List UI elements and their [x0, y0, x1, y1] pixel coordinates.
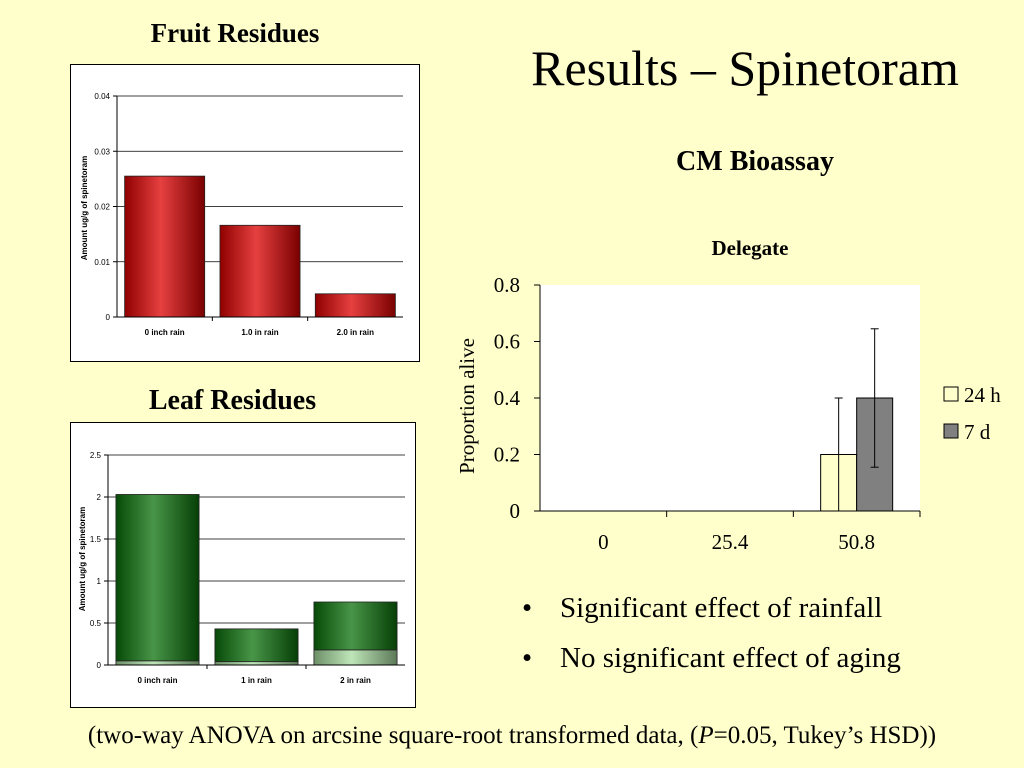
bioassay-y-tick-label: 0.6: [494, 330, 520, 354]
fruit-bar: [219, 224, 301, 318]
footnote: (two-way ANOVA on arcsine square-root tr…: [0, 722, 1024, 750]
footnote-text-start: (two-way ANOVA on arcsine square-root tr…: [87, 722, 699, 749]
footnote-p-symbol: P: [698, 722, 714, 749]
bioassay-y-axis-label: Proportion alive: [455, 338, 479, 474]
cm-bioassay-title: CM Bioassay: [676, 146, 834, 177]
bioassay-x-tick-label: 50.8: [838, 530, 875, 554]
fruit-y-tick-label: 0.02: [94, 203, 110, 212]
bullet-item: No significant effect of aging: [520, 638, 1000, 688]
leaf-bar-segment: [214, 661, 299, 666]
fruit-y-tick-label: 0.01: [94, 258, 110, 267]
chart-title-delegate: Delegate: [712, 236, 789, 260]
leaf-residues-chart: 0 0.5 1 1.5 2 2.5 0 inch rain 1 in rain 2 in rai…: [78, 451, 405, 685]
bullet-item: Significant effect of rainfall: [520, 588, 1000, 638]
leaf-y-tick-label: 1.5: [90, 535, 102, 544]
bioassay-y-tick-label: 0.4: [494, 386, 521, 410]
leaf-bar-segment: [313, 649, 398, 666]
bioassay-x-tick-label: 25.4: [712, 530, 749, 554]
fruit-bar: [314, 293, 396, 318]
legend-swatch-24h: [943, 386, 959, 402]
fruit-bar: [124, 175, 206, 318]
fruit-y-tick-label: 0: [106, 313, 111, 322]
footnote-text-end: =0.05, Tukey’s HSD)): [713, 722, 937, 749]
legend: 24 h 7 d: [943, 383, 1001, 444]
bioassay-x-tick-label: 0: [598, 530, 609, 554]
leaf-y-tick-label: 1: [97, 577, 102, 586]
fruit-residues-title: Fruit Residues: [150, 18, 320, 48]
leaf-y-axis-label: Amount ug/g of spinetoram: [78, 507, 87, 611]
leaf-bar-segment: [214, 628, 299, 663]
leaf-bar-segment: [115, 660, 200, 666]
legend-swatch-7d: [943, 423, 959, 439]
leaf-y-tick-label: 0.5: [90, 619, 102, 628]
leaf-x-tick-label: 0 inch rain: [137, 676, 177, 685]
bullet-list: Significant effect of rainfall No signif…: [520, 588, 1000, 688]
leaf-x-tick-label: 2 in rain: [340, 676, 371, 685]
fruit-x-tick-label: 1.0 in rain: [241, 328, 278, 337]
slide-title: Results – Spinetoram: [531, 40, 959, 96]
leaf-y-tick-label: 0: [97, 661, 102, 670]
leaf-residues-title: Leaf Residues: [148, 385, 317, 416]
fruit-x-tick-label: 2.0 in rain: [337, 328, 374, 337]
fruit-residues-chart: 0 0.01 0.02 0.03 0.04 0 inch rain 1.0 in rain 2…: [80, 92, 403, 337]
fruit-y-tick-label: 0.04: [94, 92, 110, 101]
legend-label-24h: 24 h: [964, 383, 1001, 407]
bioassay-y-tick-label: 0.8: [494, 273, 520, 297]
leaf-y-tick-label: 2.5: [90, 451, 102, 460]
leaf-bar-segment: [115, 494, 200, 662]
bioassay-y-tick-label: 0: [510, 499, 521, 523]
leaf-x-tick-label: 1 in rain: [241, 676, 272, 685]
leaf-bar-segment: [313, 601, 398, 651]
bioassay-y-tick-label: 0.2: [494, 443, 520, 467]
leaf-y-tick-label: 2: [97, 493, 102, 502]
fruit-y-tick-label: 0.03: [94, 147, 110, 156]
fruit-x-tick-label: 0 inch rain: [145, 328, 185, 337]
legend-label-7d: 7 d: [964, 420, 991, 444]
leaf-residues-chart-box: 0 0.5 1 1.5 2 2.5 0 inch rain 1 in rain 2 in rai…: [70, 422, 416, 708]
cm-bioassay-chart: Delegate Proportion alive 0 0.2 0.4 0.6 0.8 0…: [455, 236, 1001, 554]
fruit-y-axis-label: Amount ug/g of spinetoram: [80, 156, 89, 260]
fruit-residues-chart-box: 0 0.01 0.02 0.03 0.04 0 inch rain 1.0 in rain 2…: [70, 64, 420, 362]
